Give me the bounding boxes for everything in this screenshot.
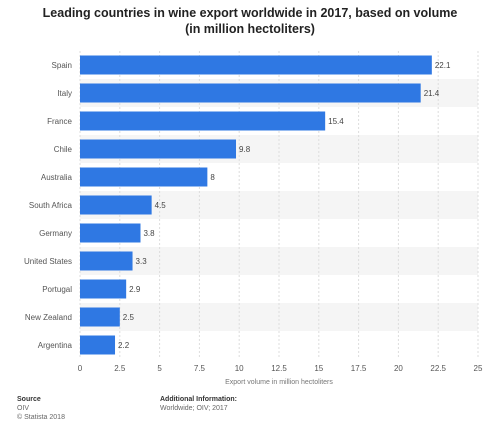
x-tick-label: 25 — [474, 364, 483, 373]
x-axis-title: Export volume in million hectoliters — [225, 379, 333, 386]
bar — [80, 139, 237, 159]
x-tick-label: 15 — [314, 364, 323, 373]
value-label: 4.5 — [155, 201, 167, 210]
category-label: France — [47, 117, 72, 126]
value-label: 2.9 — [129, 285, 141, 294]
value-label: 8 — [210, 173, 215, 182]
x-tick-label: 20 — [394, 364, 403, 373]
source-value: OIV — [17, 405, 30, 412]
value-label: 2.5 — [123, 313, 135, 322]
chart-title-line-2: (in million hectoliters) — [185, 22, 315, 36]
category-label: New Zealand — [25, 313, 72, 322]
x-tick-label: 17.5 — [351, 364, 367, 373]
bar — [80, 83, 421, 103]
value-label: 3.3 — [136, 257, 148, 266]
source-label: Source — [17, 396, 41, 403]
bar — [80, 167, 208, 187]
category-label: Chile — [54, 145, 73, 154]
bar — [80, 55, 432, 75]
category-label: United States — [24, 257, 72, 266]
bar — [80, 335, 116, 355]
x-tick-label: 5 — [157, 364, 162, 373]
chart-title: Leading countries in wine export worldwi… — [0, 5, 500, 37]
x-tick-label: 12.5 — [271, 364, 287, 373]
bar-chart: 0 2.5 5 7.5 10 12.5 15 17.5 20 22.5 25 Spain 22.1 Ita… — [24, 51, 483, 386]
bar — [80, 251, 133, 271]
bar — [80, 279, 127, 299]
source-block: Source OIV © Statista 2018 — [17, 395, 65, 422]
x-tick-label: 0 — [78, 364, 83, 373]
chart-title-line-1: Leading countries in wine export worldwi… — [42, 6, 458, 20]
value-label: 21.4 — [424, 89, 440, 98]
bar — [80, 111, 326, 131]
x-tick-label: 7.5 — [194, 364, 206, 373]
x-tick-label: 10 — [235, 364, 244, 373]
category-label: Portugal — [42, 285, 72, 294]
category-label: Argentina — [38, 341, 73, 350]
category-label: Australia — [41, 173, 73, 182]
value-label: 15.4 — [328, 117, 344, 126]
value-label: 22.1 — [435, 61, 451, 70]
value-label: 9.8 — [239, 145, 251, 154]
bar — [80, 307, 120, 327]
additional-info-value: Worldwide; OIV; 2017 — [160, 405, 228, 412]
category-label: South Africa — [29, 201, 73, 210]
value-label: 3.8 — [143, 229, 155, 238]
copyright-text: © Statista 2018 — [17, 414, 65, 421]
bar — [80, 195, 152, 215]
additional-info-block: Additional Information: Worldwide; OIV; … — [160, 395, 237, 413]
bar — [80, 223, 141, 243]
x-tick-label: 22.5 — [430, 364, 446, 373]
x-tick-label: 2.5 — [114, 364, 126, 373]
category-label: Germany — [39, 229, 72, 238]
category-label: Italy — [57, 89, 72, 98]
category-label: Spain — [52, 61, 72, 70]
value-label: 2.2 — [118, 341, 130, 350]
additional-info-label: Additional Information: — [160, 396, 237, 403]
